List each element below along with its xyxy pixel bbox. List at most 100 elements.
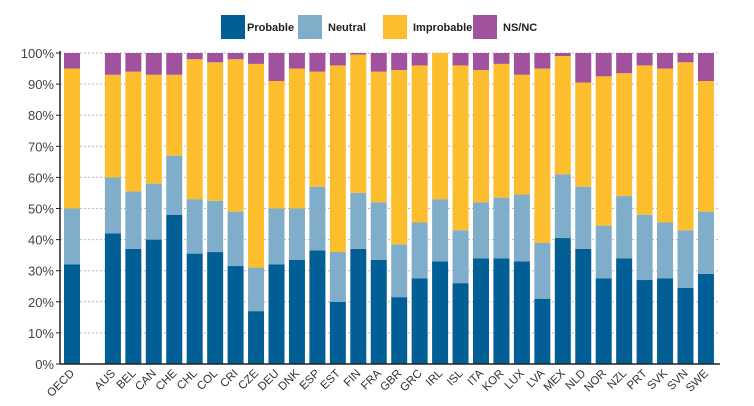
bar-nzl-nsnc <box>616 53 633 74</box>
bar-fra-probable <box>370 259 387 364</box>
bar-nld-neutral <box>575 186 592 249</box>
bar-dnk-nsnc <box>288 53 305 69</box>
bar-svn-neutral <box>677 230 694 288</box>
x-tick-label: CHL <box>175 367 200 392</box>
bar-prt-improbable <box>636 65 653 215</box>
bar-ita-neutral <box>473 202 489 259</box>
x-tick-label: NOR <box>582 368 609 395</box>
bar-lux-probable <box>513 261 530 364</box>
legend-swatch-nsnc <box>473 15 497 39</box>
bar-chl-nsnc <box>186 53 203 60</box>
bar-nzl-neutral <box>616 196 633 259</box>
bar-col-improbable <box>207 62 224 201</box>
bar-grc-improbable <box>411 65 428 223</box>
bar-deu-improbable <box>268 80 285 209</box>
y-tick-label: 70% <box>28 139 54 154</box>
bar-fra-improbable <box>370 71 387 203</box>
bar-kor-nsnc <box>493 53 510 64</box>
bar-cze-nsnc <box>248 53 265 64</box>
bar-fra-nsnc <box>370 53 387 72</box>
bar-che-neutral <box>166 155 183 215</box>
bar-cze-improbable <box>248 63 265 268</box>
bar-prt-probable <box>636 280 653 364</box>
bar-gbr-improbable <box>391 70 408 245</box>
bar-swe-improbable <box>697 80 714 212</box>
legend-label: NS/NC <box>503 22 537 34</box>
bar-svn-improbable <box>677 62 694 231</box>
x-tick-label: SVK <box>645 367 670 392</box>
bar-nor-neutral <box>595 225 612 279</box>
bar-grc-probable <box>411 278 428 364</box>
bar-svk-improbable <box>657 68 674 223</box>
x-tick-label: LUX <box>503 367 528 392</box>
bar-mex-probable <box>554 238 571 364</box>
bar-svk-probable <box>657 278 674 364</box>
bar-fin-probable <box>350 248 367 364</box>
bar-ita-probable <box>473 258 489 364</box>
bar-aus-probable <box>104 233 121 364</box>
bar-esp-nsnc <box>309 53 326 72</box>
bar-est-nsnc <box>329 53 346 66</box>
bar-aus-improbable <box>104 74 121 178</box>
legend-label: Improbable <box>413 22 472 34</box>
bar-svk-nsnc <box>657 53 674 69</box>
bar-kor-improbable <box>493 63 510 198</box>
bar-che-nsnc <box>166 53 183 75</box>
legend-label: Neutral <box>328 22 366 34</box>
x-tick-label: SWE <box>684 367 711 394</box>
bar-chl-probable <box>186 253 203 364</box>
legend-label: Probable <box>247 22 294 34</box>
bar-oecd-nsnc <box>64 53 80 69</box>
bar-mex-neutral <box>554 174 571 239</box>
bar-bel-improbable <box>125 71 142 192</box>
x-tick-label: MEX <box>542 367 568 393</box>
bar-cze-probable <box>248 311 265 364</box>
bar-nzl-probable <box>616 258 633 364</box>
bar-cri-probable <box>227 266 244 364</box>
y-tick-label: 90% <box>28 77 54 92</box>
bar-svk-neutral <box>657 222 674 279</box>
bar-aus-neutral <box>104 177 121 234</box>
bar-grc-neutral <box>411 222 428 279</box>
bar-swe-nsnc <box>697 53 714 81</box>
bar-kor-probable <box>493 258 510 364</box>
x-tick-label: OECD <box>45 368 77 400</box>
bar-bel-probable <box>125 248 142 364</box>
bar-irl-neutral <box>432 199 449 262</box>
bar-swe-neutral <box>697 211 714 274</box>
bar-fra-neutral <box>370 202 387 260</box>
x-tick-label: COL <box>195 367 221 393</box>
bar-prt-nsnc <box>636 53 653 66</box>
bar-cze-neutral <box>248 267 265 312</box>
x-tick-label: DEU <box>256 368 282 394</box>
bar-nor-improbable <box>595 76 612 226</box>
y-tick-label: 40% <box>28 233 54 248</box>
bar-isl-probable <box>452 283 469 364</box>
x-tick-label: EST <box>319 368 343 392</box>
bar-dnk-neutral <box>288 208 305 260</box>
bar-nld-improbable <box>575 82 592 187</box>
bar-esp-probable <box>309 250 326 364</box>
bar-lva-neutral <box>534 242 551 299</box>
bar-nor-nsnc <box>595 53 612 77</box>
y-tick-label: 20% <box>28 295 54 310</box>
bar-gbr-neutral <box>391 244 408 298</box>
x-tick-label: CAN <box>133 368 159 394</box>
bar-oecd-neutral <box>64 208 80 265</box>
bar-deu-neutral <box>268 208 285 265</box>
bar-est-improbable <box>329 65 346 253</box>
x-tick-label: AUS <box>93 367 118 392</box>
bar-isl-nsnc <box>452 53 469 66</box>
bar-lux-nsnc <box>513 53 530 75</box>
bar-deu-probable <box>268 264 285 364</box>
bar-col-nsnc <box>207 53 224 63</box>
bar-kor-neutral <box>493 197 510 259</box>
bar-est-neutral <box>329 252 346 302</box>
bar-dnk-improbable <box>288 68 305 209</box>
bar-bel-nsnc <box>125 53 142 72</box>
y-tick-label: 60% <box>28 170 54 185</box>
y-tick-label: 50% <box>28 202 54 217</box>
y-axis: 0% 10% 20% 30% 40% 50% 60% 70% 80% 90% 100% <box>21 46 61 372</box>
x-tick-label: GRC <box>398 368 425 395</box>
